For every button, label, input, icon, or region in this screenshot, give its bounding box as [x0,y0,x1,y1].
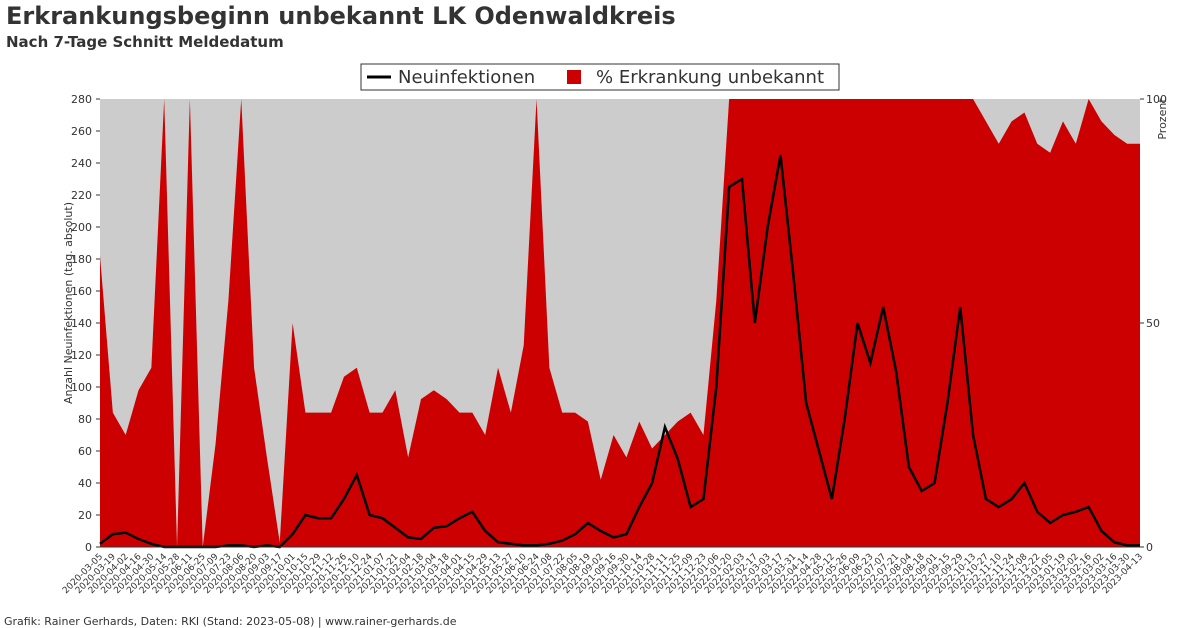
y-axis-label: Anzahl Neuinfektionen (tag. absolut) [62,202,75,404]
y-tick-label: 200 [71,221,92,234]
y2-tick-label: 0 [1146,541,1153,554]
line [99,154,1140,549]
chart-title: Erkrankungsbeginn unbekannt LK Odenwaldk… [6,2,676,30]
y-tick-label: 160 [71,285,92,298]
y2-tick-label: 50 [1146,317,1160,330]
legend-box [360,63,840,91]
y-tick-label: 100 [71,381,92,394]
y-tick-label: 280 [71,93,92,106]
legend: Neuinfektionen % Erkrankung unbekannt [360,63,840,91]
chart-subtitle: Nach 7-Tage Schnitt Meldedatum [6,33,284,51]
y-tick-label: 0 [85,541,92,554]
y-tick-label: 140 [71,317,92,330]
y-tick-label: 60 [78,445,92,458]
area [100,99,1140,547]
y-tick-label: 220 [71,189,92,202]
y-tick-label: 240 [71,157,92,170]
y-tick-label: 260 [71,125,92,138]
y2-tick-label: 100 [1146,93,1167,106]
y-tick-label: 120 [71,349,92,362]
y-tick-label: 180 [71,253,92,266]
y-tick-label: 40 [78,477,92,490]
legend-swatch [567,70,581,84]
y2-axis-label: Prozent [1156,98,1169,140]
y-tick-label: 80 [78,413,92,426]
footer: Grafik: Rainer Gerhards, Daten: RKI (Sta… [4,615,457,628]
legend-label: % Erkrankung unbekannt [596,67,824,88]
y-tick-label: 20 [78,509,92,522]
legend-label: Neuinfektionen [398,67,535,88]
